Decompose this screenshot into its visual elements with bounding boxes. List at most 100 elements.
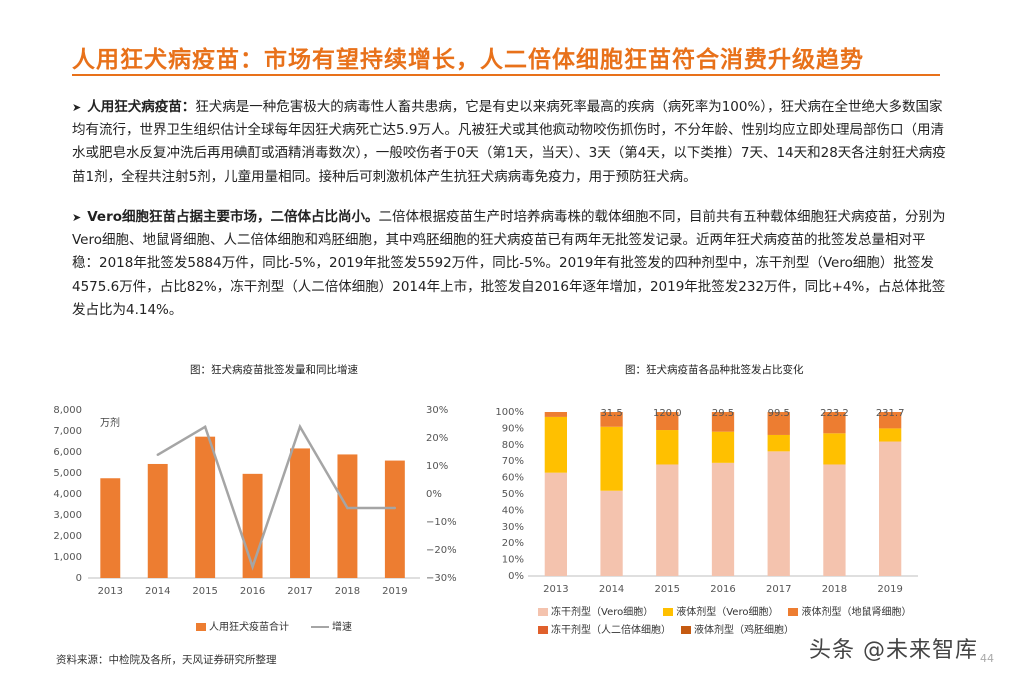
stack-segment xyxy=(600,490,623,576)
stack-segment xyxy=(600,412,623,427)
data-label: 120.0 xyxy=(653,408,682,419)
stack-segment xyxy=(767,451,790,576)
chart1-title: 图：狂犬病疫苗批签发量和同比增速 xyxy=(190,364,358,376)
y-tick-label: 70% xyxy=(502,456,524,467)
x-tick-label: 2016 xyxy=(240,586,265,597)
legend-item: 液体剂型（地鼠肾细胞） xyxy=(788,604,911,622)
bar xyxy=(337,454,358,578)
y-right-tick-label: −20% xyxy=(426,545,457,556)
stack-segment xyxy=(711,462,735,576)
x-tick-label: 2017 xyxy=(287,586,312,597)
y-left-tick-label: 4,000 xyxy=(53,489,82,500)
y-tick-label: 80% xyxy=(502,440,524,451)
stack-segment xyxy=(600,426,623,491)
y-left-tick-label: 8,000 xyxy=(53,405,82,416)
bar xyxy=(100,478,121,578)
x-tick-label: 2017 xyxy=(766,584,791,595)
stack-segment xyxy=(656,430,679,465)
growth-point xyxy=(393,506,397,510)
bar xyxy=(290,448,310,578)
growth-point xyxy=(203,425,207,428)
stack-segment xyxy=(767,434,790,452)
title-rule xyxy=(72,74,940,76)
y-tick-label: 20% xyxy=(502,538,524,549)
bullet-paragraph-1: ➤ 人用狂犬病疫苗：狂犬病是一种危害极大的病毒性人畜共患病，它是有史以来病死率最高… xyxy=(72,96,948,189)
y-right-tick-label: −10% xyxy=(426,517,457,528)
stack-segment xyxy=(656,464,679,576)
y-tick-label: 90% xyxy=(502,423,524,434)
x-tick-label: 2013 xyxy=(98,586,123,597)
growth-point xyxy=(298,425,302,428)
data-label: 99.5 xyxy=(768,408,790,419)
x-tick-label: 2014 xyxy=(145,586,170,597)
bullet-2-text: 二倍体根据疫苗生产时培养病毒株的载体细胞不同，目前共有五种载体细胞狂犬病疫苗，分… xyxy=(72,209,946,318)
chart2-title: 图：狂犬病疫苗各品种批签发占比变化 xyxy=(625,364,804,376)
stack-segment xyxy=(544,412,567,417)
x-tick-label: 2019 xyxy=(877,584,902,595)
y-right-tick-label: −30% xyxy=(426,573,457,584)
legend-item-total: 人用狂犬疫苗合计 xyxy=(196,622,289,633)
y-right-tick-label: 10% xyxy=(426,461,448,472)
y-right-tick-label: 30% xyxy=(426,405,448,416)
page-number: 44 xyxy=(980,652,994,665)
legend-item: 液体剂型（鸡胚细胞） xyxy=(681,622,794,640)
y-left-tick-label: 1,000 xyxy=(53,552,82,563)
stack-segment xyxy=(711,431,735,463)
y-tick-label: 30% xyxy=(502,522,524,533)
legend-item: 液体剂型（Vero细胞） xyxy=(663,604,778,622)
stack-segment xyxy=(879,441,902,576)
stack-segment xyxy=(823,412,846,434)
bullet-arrow-icon: ➤ xyxy=(72,101,82,114)
y-left-tick-label: 2,000 xyxy=(53,531,82,542)
stack-segment xyxy=(879,412,902,429)
chart2-legend: 冻干剂型（Vero细胞） 液体剂型（Vero细胞） 液体剂型（地鼠肾细胞） 冻干剂型（… xyxy=(538,604,938,640)
y-right-tick-label: 20% xyxy=(426,433,448,444)
bullet-arrow-icon: ➤ xyxy=(72,211,82,224)
y-left-tick-label: 5,000 xyxy=(53,468,82,479)
stack-segment xyxy=(823,464,846,576)
y-left-tick-label: 7,000 xyxy=(53,426,82,437)
bullet-paragraph-2: ➤ Vero细胞狂苗占据主要市场，二倍体占比尚小。二倍体根据疫苗生产时培养病毒株的… xyxy=(72,206,948,322)
stack-segment xyxy=(544,416,567,473)
stack-segment xyxy=(711,412,735,432)
bar xyxy=(242,473,263,578)
y-tick-label: 40% xyxy=(502,505,524,516)
y-left-tick-label: 3,000 xyxy=(53,510,82,521)
legend-item: 冻干剂型（Vero细胞） xyxy=(538,604,653,622)
growth-point xyxy=(251,565,254,568)
legend-item: 冻干剂型（人二倍体细胞） xyxy=(538,622,671,640)
stack-segment xyxy=(767,412,790,435)
x-tick-label: 2019 xyxy=(382,586,407,597)
y-tick-label: 10% xyxy=(502,555,524,566)
growth-point xyxy=(156,453,159,456)
bullet-1-text: 狂犬病是一种危害极大的病毒性人畜共患病，它是有史以来病死率最高的疾病（病死率为1… xyxy=(72,99,946,185)
x-tick-label: 2018 xyxy=(335,586,360,597)
chart1-svg: 0 1,000 2,000 3,000 4,000 5,000 6,000 7,000 8,00… xyxy=(53,405,456,597)
x-tick-label: 2014 xyxy=(599,584,624,595)
stack-segment xyxy=(823,433,846,465)
watermark: 头条 @未来智库 xyxy=(809,638,978,663)
y-tick-label: 50% xyxy=(502,489,524,500)
y-right-tick-label: 0% xyxy=(426,489,442,500)
y-tick-label: 100% xyxy=(495,407,524,418)
x-tick-label: 2016 xyxy=(710,584,735,595)
x-tick-label: 2015 xyxy=(192,586,217,597)
bar xyxy=(384,460,405,578)
stack-segment xyxy=(879,428,902,442)
y-left-tick-label: 6,000 xyxy=(53,447,82,458)
x-tick-label: 2018 xyxy=(822,584,847,595)
data-label: 31.5 xyxy=(600,408,622,419)
x-tick-label: 2015 xyxy=(655,584,680,595)
bar xyxy=(147,463,168,578)
stack-segment xyxy=(544,472,567,576)
page-title: 人用狂犬病疫苗：市场有望持续增长，人二倍体细胞狂苗符合消费升级趋势 xyxy=(72,47,864,73)
bullet-2-lead: Vero细胞狂苗占据主要市场，二倍体占比尚小。 xyxy=(87,209,379,225)
stack-segment xyxy=(656,412,679,431)
unit-label: 万剂 xyxy=(100,416,120,429)
growth-line xyxy=(157,423,395,571)
bullet-1-lead: 人用狂犬病疫苗： xyxy=(87,99,196,115)
data-label: 223.2 xyxy=(820,408,849,419)
y-left-tick-label: 0 xyxy=(76,573,82,584)
chart1-legend: 人用狂犬疫苗合计 增速 xyxy=(196,618,352,633)
source-note: 资料来源：中检院及各所，天风证券研究所整理 xyxy=(56,654,277,666)
